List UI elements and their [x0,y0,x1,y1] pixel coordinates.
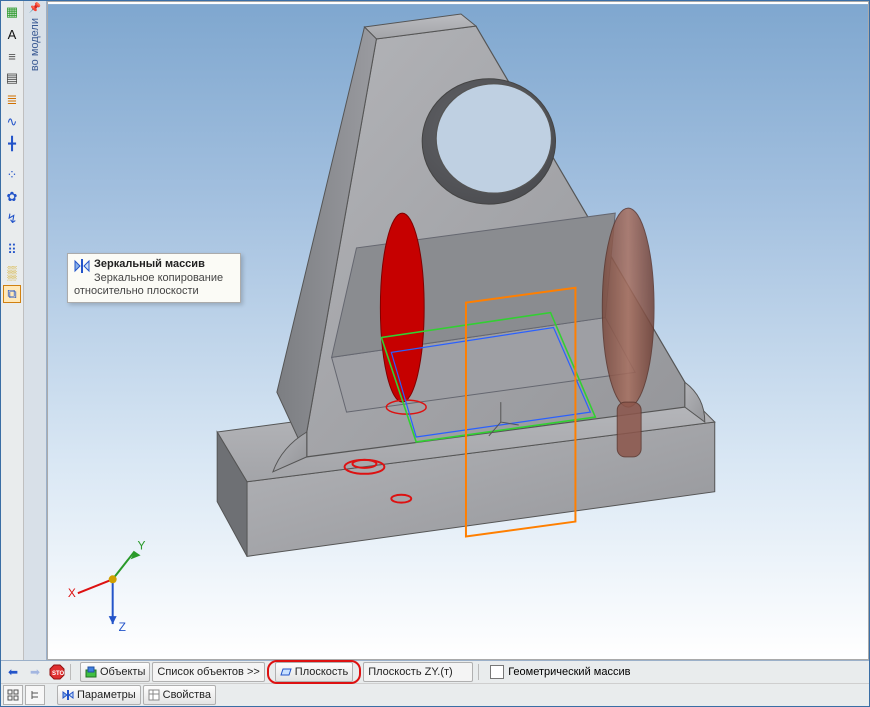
mirror-cmd-icon [74,258,90,274]
side-panel-tab[interactable]: 📌 во модели [24,1,47,660]
grid-small-icon[interactable] [3,685,23,705]
plane-label: Плоскость [295,666,348,678]
bottom-row-2: Параметры Свойства [1,683,869,706]
app-root: ▦ A ≡ ▤ ≣ ∿ ╋ ⁘ ✿ ↯ ⠿ ▒ ⧉ 📌 во модели [0,0,870,707]
text-icon[interactable]: A [3,25,21,43]
svg-text:Y: Y [138,538,146,552]
grid-icon[interactable]: ⁘ [3,166,21,184]
tooltip-title: Зеркальный массив [74,258,234,270]
axis-icon[interactable]: ╋ [3,135,21,153]
select-frame-icon[interactable]: ▦ [3,3,21,21]
props-label: Свойства [163,689,211,701]
objects-label: Объекты [100,666,145,678]
tree-small-icon[interactable] [25,685,45,705]
path-icon[interactable]: ↯ [3,210,21,228]
plane-highlight: Плоскость [267,660,361,684]
dim-icon[interactable]: ≡ [3,47,21,65]
stop-button[interactable]: STOP [47,662,67,682]
viewport[interactable]: X Y Z [47,1,869,660]
svg-text:Z: Z [119,620,126,634]
gear-icon[interactable]: ✿ [3,188,21,206]
svg-text:STOP: STOP [52,671,65,677]
objects-icon [85,666,97,678]
plane-value: Плоскость ZY.(т) [368,666,453,678]
left-toolbar: ▦ A ≡ ▤ ≣ ∿ ╋ ⁘ ✿ ↯ ⠿ ▒ ⧉ [1,1,24,660]
props-icon [148,689,160,701]
pattern-yellow-icon[interactable]: ▒ [3,263,21,281]
forward-icon[interactable]: ➡ [25,662,45,682]
plane-value-field[interactable]: Плоскость ZY.(т) [363,662,473,682]
pattern-blue-icon[interactable]: ⠿ [3,241,21,259]
params-tab[interactable]: Параметры [57,685,141,705]
params-label: Параметры [77,689,136,701]
back-icon[interactable]: ⬅ [3,662,23,682]
svg-text:X: X [68,586,76,600]
main-row: ▦ A ≡ ▤ ≣ ∿ ╋ ⁘ ✿ ↯ ⠿ ▒ ⧉ 📌 во модели [1,1,869,660]
side-panel-label: во модели [29,18,41,71]
geom-array-check[interactable]: Геометрический массив [490,665,630,679]
objects-button[interactable]: Объекты [80,662,150,682]
tooltip-desc: Зеркальное копирование относительно плос… [74,272,234,298]
bottom-row-1: ⬅ ➡ STOP Объекты Список объектов >> [1,661,869,683]
page-icon[interactable]: ▤ [3,69,21,87]
params-icon [62,689,74,701]
tooltip: Зеркальный массив Зеркальное копирование… [67,253,241,303]
props-tab[interactable]: Свойства [143,685,216,705]
bottom-area: ⬅ ➡ STOP Объекты Список объектов >> [1,660,869,706]
viewport-svg: X Y Z [48,2,868,659]
align-icon[interactable]: ≣ [3,91,21,109]
mirror-icon[interactable]: ⧉ [3,285,21,303]
plane-button[interactable]: Плоскость [275,662,353,682]
spline-icon[interactable]: ∿ [3,113,21,131]
pin-icon[interactable]: 📌 [29,3,41,14]
viewport-wrap: X Y Z Зеркальный массив [47,1,869,660]
list-label: Список объектов >> [157,666,259,678]
plane-icon [280,666,292,678]
geom-array-label: Геометрический массив [508,666,630,678]
list-button[interactable]: Список объектов >> [152,662,264,682]
